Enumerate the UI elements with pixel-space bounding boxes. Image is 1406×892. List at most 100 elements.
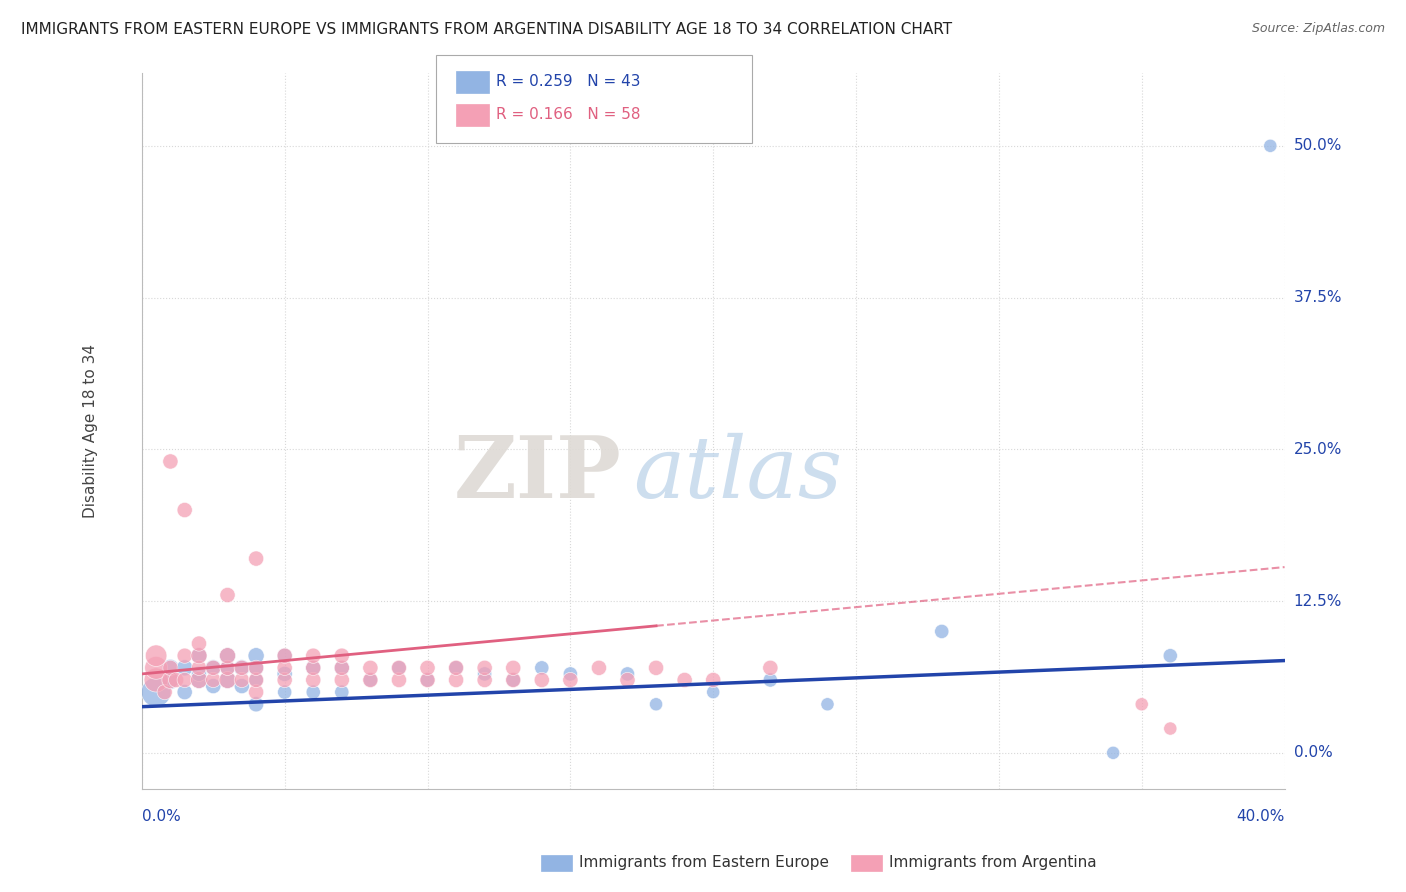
Point: [931, 624, 953, 639]
Point: [231, 661, 253, 675]
Point: [202, 661, 225, 675]
Point: [759, 673, 782, 687]
Point: [359, 661, 381, 675]
Text: Source: ZipAtlas.com: Source: ZipAtlas.com: [1251, 22, 1385, 36]
Point: [530, 661, 553, 675]
Point: [145, 661, 167, 675]
Point: [273, 648, 295, 663]
Point: [245, 698, 267, 712]
Text: 12.5%: 12.5%: [1294, 593, 1343, 608]
Point: [245, 661, 267, 675]
Point: [1159, 648, 1181, 663]
Point: [173, 685, 195, 699]
Point: [145, 685, 167, 699]
Point: [645, 698, 668, 712]
Point: [245, 661, 267, 675]
Point: [302, 685, 325, 699]
Point: [330, 673, 353, 687]
Point: [530, 673, 553, 687]
Point: [359, 673, 381, 687]
Point: [444, 661, 467, 675]
Text: 0.0%: 0.0%: [1294, 746, 1333, 760]
Point: [302, 661, 325, 675]
Text: 0.0%: 0.0%: [142, 809, 180, 824]
Point: [444, 673, 467, 687]
Point: [202, 679, 225, 693]
Point: [302, 673, 325, 687]
Point: [702, 685, 724, 699]
Text: ZIP: ZIP: [454, 432, 621, 516]
Point: [645, 661, 668, 675]
Point: [188, 673, 211, 687]
Point: [1258, 138, 1281, 153]
Point: [388, 661, 411, 675]
Point: [188, 636, 211, 650]
Text: 37.5%: 37.5%: [1294, 290, 1343, 305]
Point: [217, 673, 239, 687]
Point: [330, 661, 353, 675]
Point: [202, 661, 225, 675]
Point: [153, 685, 176, 699]
Point: [188, 673, 211, 687]
Point: [245, 551, 267, 566]
Point: [188, 648, 211, 663]
Point: [416, 673, 439, 687]
Point: [202, 673, 225, 687]
Point: [388, 673, 411, 687]
Point: [416, 661, 439, 675]
Point: [159, 673, 181, 687]
Point: [502, 673, 524, 687]
Point: [817, 698, 839, 712]
Point: [217, 673, 239, 687]
Text: R = 0.166   N = 58: R = 0.166 N = 58: [496, 107, 641, 121]
Point: [616, 667, 638, 681]
Point: [388, 661, 411, 675]
Point: [217, 661, 239, 675]
Point: [673, 673, 696, 687]
Text: IMMIGRANTS FROM EASTERN EUROPE VS IMMIGRANTS FROM ARGENTINA DISABILITY AGE 18 TO: IMMIGRANTS FROM EASTERN EUROPE VS IMMIGR…: [21, 22, 952, 37]
Point: [359, 673, 381, 687]
Point: [159, 673, 181, 687]
Point: [702, 673, 724, 687]
Point: [217, 588, 239, 602]
Point: [444, 661, 467, 675]
Text: 25.0%: 25.0%: [1294, 442, 1343, 457]
Point: [273, 648, 295, 663]
Text: Immigrants from Eastern Europe: Immigrants from Eastern Europe: [579, 855, 830, 870]
Point: [330, 685, 353, 699]
Text: atlas: atlas: [633, 433, 842, 516]
Point: [474, 661, 496, 675]
Point: [217, 661, 239, 675]
Text: Disability Age 18 to 34: Disability Age 18 to 34: [83, 344, 98, 518]
Point: [759, 661, 782, 675]
Point: [188, 667, 211, 681]
Point: [173, 673, 195, 687]
Point: [560, 667, 582, 681]
Point: [188, 661, 211, 675]
Point: [330, 661, 353, 675]
Point: [245, 685, 267, 699]
Point: [188, 648, 211, 663]
Point: [231, 673, 253, 687]
Point: [145, 673, 167, 687]
Text: Immigrants from Argentina: Immigrants from Argentina: [889, 855, 1097, 870]
Text: R = 0.259   N = 43: R = 0.259 N = 43: [496, 74, 641, 88]
Point: [217, 648, 239, 663]
Point: [588, 661, 610, 675]
Point: [273, 667, 295, 681]
Point: [173, 661, 195, 675]
Point: [165, 673, 187, 687]
Point: [273, 661, 295, 675]
Point: [173, 503, 195, 517]
Point: [273, 685, 295, 699]
Point: [416, 673, 439, 687]
Point: [159, 661, 181, 675]
Point: [231, 661, 253, 675]
Point: [245, 673, 267, 687]
Point: [217, 648, 239, 663]
Point: [330, 648, 353, 663]
Point: [245, 648, 267, 663]
Point: [474, 673, 496, 687]
Point: [1130, 698, 1153, 712]
Point: [145, 648, 167, 663]
